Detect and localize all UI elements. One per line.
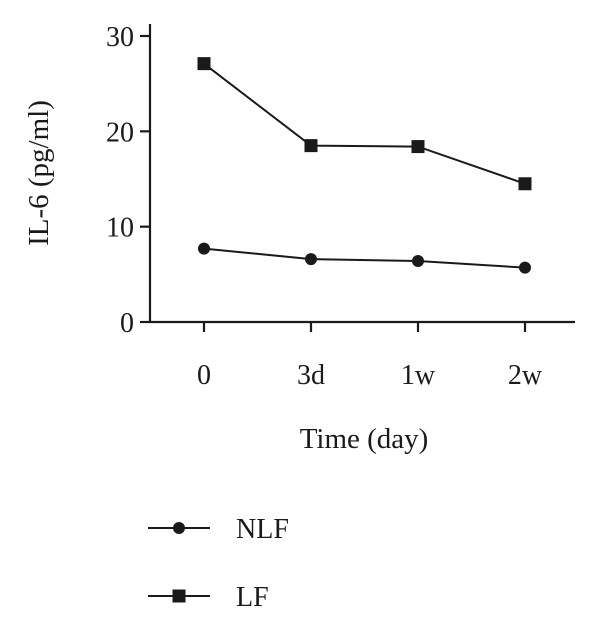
x-tick-label: 1w bbox=[401, 360, 436, 391]
y-tick-label: 20 bbox=[106, 117, 134, 148]
x-axis-title: Time (day) bbox=[300, 423, 429, 455]
data-point-nlf bbox=[198, 242, 210, 255]
data-point-lf bbox=[304, 139, 318, 153]
y-tick-label: 30 bbox=[106, 22, 134, 53]
series-group bbox=[197, 57, 532, 274]
data-point-lf bbox=[411, 140, 425, 154]
data-point-lf bbox=[518, 177, 532, 191]
legend-item-nlf: NLF bbox=[148, 514, 289, 545]
x-tick-label: 0 bbox=[197, 360, 211, 391]
data-point-nlf bbox=[305, 253, 317, 266]
x-tick-label: 2w bbox=[508, 360, 543, 391]
series-nlf bbox=[198, 242, 531, 274]
legend-item-lf: LF bbox=[148, 582, 269, 613]
y-ticks: 0 10 20 30 bbox=[106, 22, 150, 339]
legend-marker-square bbox=[172, 589, 186, 603]
legend: NLF LF bbox=[148, 514, 289, 613]
series-line-lf bbox=[203, 62, 526, 185]
data-point-nlf bbox=[519, 261, 531, 274]
y-tick-label: 0 bbox=[120, 308, 134, 339]
x-tick-label: 3d bbox=[297, 360, 325, 391]
y-tick-label: 10 bbox=[106, 213, 134, 244]
series-lf bbox=[197, 57, 532, 191]
legend-marker-circle bbox=[173, 522, 185, 534]
data-point-nlf bbox=[412, 254, 424, 267]
data-point-lf bbox=[197, 57, 211, 71]
x-ticks: 0 3d 1w 2w bbox=[197, 322, 543, 391]
y-axis-title: IL-6 (pg/ml) bbox=[23, 100, 55, 246]
series-line-nlf bbox=[203, 247, 526, 269]
legend-label-lf: LF bbox=[236, 582, 269, 613]
legend-label-nlf: NLF bbox=[236, 514, 289, 545]
